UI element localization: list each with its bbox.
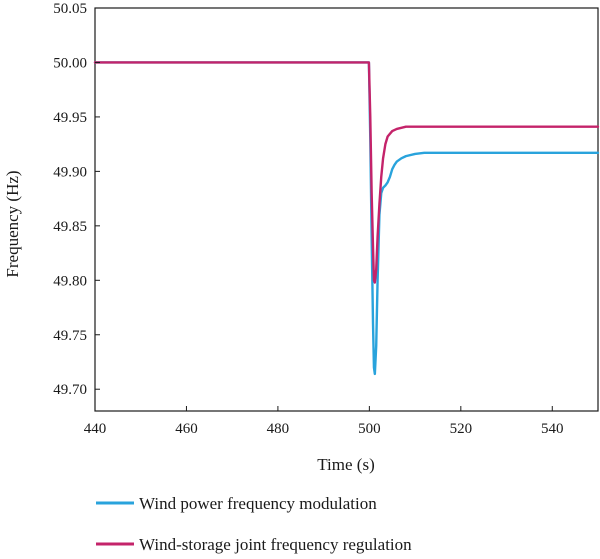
legend: Wind power frequency modulation Wind-stor…	[96, 494, 412, 554]
series-line-2	[93, 61, 600, 284]
y-tick-label: 49.80	[53, 273, 87, 289]
y-tick-label: 50.00	[53, 55, 87, 71]
series-line-1	[93, 61, 600, 376]
plot-area	[93, 7, 600, 412]
y-tick-label: 49.90	[53, 164, 87, 180]
x-tick-label: 440	[84, 421, 107, 437]
y-tick-label: 49.85	[53, 219, 87, 235]
x-tick-label: 520	[450, 421, 473, 437]
x-tick-label: 480	[267, 421, 290, 437]
x-tick-label: 460	[175, 421, 198, 437]
y-tick-label: 50.05	[53, 1, 87, 17]
x-axis-label: Time (s)	[317, 455, 374, 474]
y-tick-label: 49.75	[53, 328, 87, 344]
y-axis: 49.70 49.75 49.80 49.85 49.90 49.95 50.00 50.05	[53, 1, 100, 398]
plot-frame	[94, 7, 599, 412]
x-axis: 440 460 480 500 520 540	[84, 406, 564, 437]
y-tick-label: 49.95	[53, 110, 87, 126]
legend-label-1: Wind power frequency modulation	[139, 494, 377, 513]
legend-label-2: Wind-storage joint frequency regulation	[139, 535, 412, 554]
x-tick-label: 540	[541, 421, 564, 437]
y-axis-label: Frequency (Hz)	[3, 170, 22, 277]
x-tick-label: 500	[358, 421, 381, 437]
y-tick-label: 49.70	[53, 382, 87, 398]
